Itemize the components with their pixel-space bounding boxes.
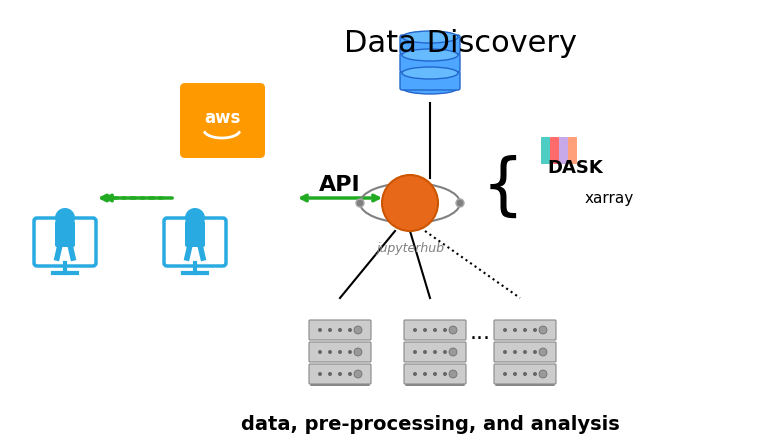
FancyBboxPatch shape xyxy=(164,218,226,266)
Circle shape xyxy=(413,328,417,332)
FancyBboxPatch shape xyxy=(309,320,371,340)
Circle shape xyxy=(533,328,537,332)
Text: {: { xyxy=(482,155,525,221)
FancyBboxPatch shape xyxy=(400,53,460,72)
Circle shape xyxy=(338,350,342,354)
FancyBboxPatch shape xyxy=(180,83,265,158)
Circle shape xyxy=(443,350,447,354)
Circle shape xyxy=(503,350,507,354)
Text: aws: aws xyxy=(204,109,240,127)
Circle shape xyxy=(356,199,364,207)
Circle shape xyxy=(513,372,517,376)
Circle shape xyxy=(354,326,362,334)
Circle shape xyxy=(382,175,438,231)
Circle shape xyxy=(433,328,437,332)
Circle shape xyxy=(348,350,352,354)
Circle shape xyxy=(513,350,517,354)
Circle shape xyxy=(185,208,205,228)
Circle shape xyxy=(523,350,527,354)
Circle shape xyxy=(433,350,437,354)
FancyBboxPatch shape xyxy=(404,320,466,340)
Circle shape xyxy=(539,348,547,356)
Circle shape xyxy=(318,350,322,354)
FancyBboxPatch shape xyxy=(309,364,371,384)
Circle shape xyxy=(433,372,437,376)
FancyBboxPatch shape xyxy=(559,137,568,164)
Circle shape xyxy=(513,328,517,332)
Circle shape xyxy=(449,348,457,356)
Circle shape xyxy=(328,350,332,354)
Circle shape xyxy=(338,372,342,376)
FancyBboxPatch shape xyxy=(404,342,466,362)
FancyBboxPatch shape xyxy=(404,364,466,384)
Text: ...: ... xyxy=(470,323,490,343)
Circle shape xyxy=(354,348,362,356)
Circle shape xyxy=(523,328,527,332)
Circle shape xyxy=(539,326,547,334)
Text: xarray: xarray xyxy=(585,190,634,206)
Circle shape xyxy=(423,350,427,354)
Circle shape xyxy=(413,372,417,376)
Ellipse shape xyxy=(402,67,458,79)
Circle shape xyxy=(443,328,447,332)
FancyBboxPatch shape xyxy=(400,71,460,90)
FancyBboxPatch shape xyxy=(400,35,460,54)
FancyBboxPatch shape xyxy=(185,221,205,247)
Circle shape xyxy=(443,372,447,376)
Text: API: API xyxy=(319,175,361,195)
Ellipse shape xyxy=(402,82,458,94)
Circle shape xyxy=(328,328,332,332)
Circle shape xyxy=(318,372,322,376)
Circle shape xyxy=(348,328,352,332)
Circle shape xyxy=(423,328,427,332)
Circle shape xyxy=(523,372,527,376)
Circle shape xyxy=(503,328,507,332)
Text: jupyterhub: jupyterhub xyxy=(376,241,444,254)
FancyBboxPatch shape xyxy=(494,364,556,384)
Text: Data Discovery: Data Discovery xyxy=(344,28,576,58)
Circle shape xyxy=(449,326,457,334)
Circle shape xyxy=(533,372,537,376)
Circle shape xyxy=(503,372,507,376)
Circle shape xyxy=(354,370,362,378)
Ellipse shape xyxy=(402,49,458,61)
Circle shape xyxy=(55,208,75,228)
Ellipse shape xyxy=(402,31,458,43)
Circle shape xyxy=(348,372,352,376)
FancyBboxPatch shape xyxy=(55,221,75,247)
FancyBboxPatch shape xyxy=(494,342,556,362)
Circle shape xyxy=(533,350,537,354)
FancyBboxPatch shape xyxy=(309,342,371,362)
Circle shape xyxy=(328,372,332,376)
Text: DASK: DASK xyxy=(547,159,603,177)
Circle shape xyxy=(456,199,464,207)
Circle shape xyxy=(449,370,457,378)
Text: data, pre-processing, and analysis: data, pre-processing, and analysis xyxy=(240,416,619,435)
Circle shape xyxy=(318,328,322,332)
FancyBboxPatch shape xyxy=(568,137,577,164)
Circle shape xyxy=(539,370,547,378)
Circle shape xyxy=(413,350,417,354)
FancyBboxPatch shape xyxy=(550,137,559,164)
FancyBboxPatch shape xyxy=(34,218,96,266)
Circle shape xyxy=(338,328,342,332)
FancyBboxPatch shape xyxy=(541,137,550,164)
Circle shape xyxy=(423,372,427,376)
FancyBboxPatch shape xyxy=(494,320,556,340)
